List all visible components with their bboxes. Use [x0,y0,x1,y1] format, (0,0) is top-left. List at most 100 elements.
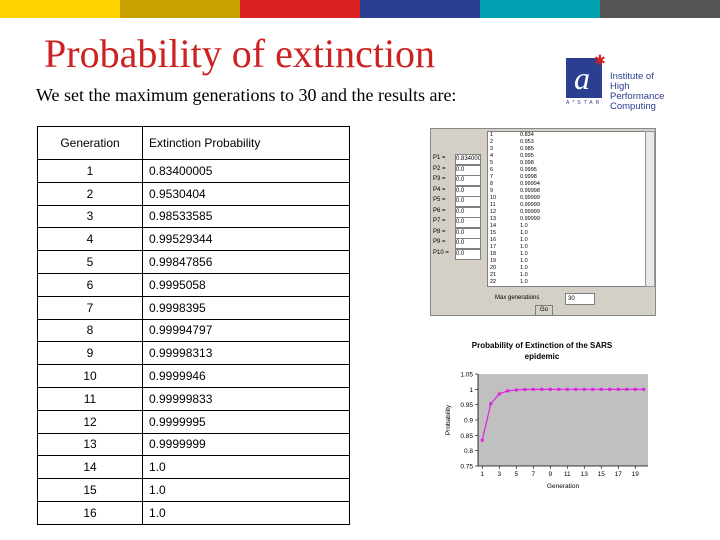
list-item: 3 0.985 [488,146,646,153]
data-point [582,387,586,391]
data-point [565,387,569,391]
list-item-value: 1.0 [520,279,528,285]
list-item: 7 0.9998 [488,174,646,181]
table-row: 12 0.9999995 [37,409,350,434]
list-item-value: 0.9998 [520,174,537,180]
list-item: 16 1.0 [488,237,646,244]
param-input[interactable]: 0.0 [455,185,481,197]
param-input[interactable]: 0.0 [455,227,481,239]
results-list[interactable]: 1 0.834 2 0.953 3 0.985 4 0.995 5 0.998 6 0.9995 7 0.… [487,131,647,287]
data-point [574,387,578,391]
y-tick-label: 0.9 [464,418,473,425]
list-scrollbar[interactable] [645,131,655,287]
list-item-generation: 13 [490,216,497,222]
data-point [523,387,527,391]
data-point [642,387,646,391]
list-item-value: 0.99999 [520,202,540,208]
probability-cell: 0.9995058 [142,272,350,297]
table-row: 13 0.9999999 [37,432,350,457]
list-item: 15 1.0 [488,230,646,237]
param-input[interactable]: 0.0 [455,248,481,260]
probability-cell: 0.9998395 [142,295,350,320]
y-tick-label: 0.75 [460,464,473,471]
param-input[interactable]: 0.0 [455,175,481,186]
data-point [540,387,544,391]
generation-cell: 8 [37,318,143,343]
list-item-value: 0.99999 [520,195,540,201]
param-input[interactable]: 0.834000 [455,154,481,165]
generation-cell: 9 [37,341,143,366]
slide-subtitle: We set the maximum generations to 30 and… [36,85,457,105]
data-point [531,387,535,391]
probability-cell: 0.99529344 [142,227,350,252]
max-generations-input[interactable]: 30 [565,293,595,305]
data-point [548,387,552,391]
color-stripe [360,0,480,18]
list-item-value: 0.998 [520,160,534,166]
list-item: 21 1.0 [488,272,646,279]
list-item-generation: 15 [490,230,497,236]
y-tick-label: 0.8 [464,448,473,455]
generation-cell: 16 [37,500,143,525]
table-row: 5 0.99847856 [37,250,350,274]
list-item-value: 0.99999 [520,216,540,222]
x-tick-label: 19 [632,471,640,478]
list-item-generation: 6 [490,167,494,173]
param-input[interactable]: 0.0 [455,217,481,228]
param-input[interactable]: 0.0 [455,206,481,218]
data-point [625,387,629,391]
data-point [633,387,637,391]
x-tick-label: 5 [514,471,518,478]
y-tick-label: 1.05 [460,372,473,379]
go-button[interactable]: Go [535,305,553,316]
list-item: 10 0.99999 [488,195,646,202]
param-input[interactable]: 0.0 [455,164,481,176]
list-item: 11 0.99999 [488,202,646,209]
color-stripe [600,0,720,18]
top-color-bar [0,0,720,18]
probability-cell: 1.0 [142,500,350,525]
param-label: P3 = [433,176,446,182]
list-item: 5 0.998 [488,160,646,167]
chart-title: Probability of Extinction of the SARS ep… [471,341,613,361]
table-row: 7 0.9998395 [37,295,350,320]
list-item-generation: 8 [490,181,494,187]
generation-cell: 1 [37,159,143,183]
list-item: 2 0.953 [488,139,646,146]
color-stripe [0,0,120,18]
list-item-generation: 19 [490,258,497,264]
generation-cell: 3 [37,204,143,229]
plot-area [478,374,648,466]
probability-cell: 0.9999995 [142,409,350,434]
x-tick-label: 17 [615,471,623,478]
list-item: 6 0.9995 [488,167,646,174]
logo-line: Institute of [610,71,654,82]
data-point [489,402,493,406]
data-point [480,438,484,442]
probability-cell: 0.9999946 [142,364,350,388]
list-item-generation: 16 [490,237,497,243]
generation-cell: 4 [37,227,143,252]
list-item: 1 0.834 [488,132,646,139]
y-tick-label: 0.85 [460,433,473,440]
column-header-generation: Generation [37,126,143,160]
logo-line: High Performance [610,81,665,102]
generation-cell: 7 [37,295,143,320]
list-item-generation: 18 [490,251,497,257]
param-input[interactable]: 0.0 [455,196,481,207]
x-tick-label: 9 [548,471,552,478]
list-item: 17 1.0 [488,244,646,251]
list-item-generation: 21 [490,272,497,278]
y-tick-label: 0.95 [460,402,473,409]
list-item-generation: 7 [490,174,494,180]
probability-cell: 0.9999999 [142,432,350,457]
list-item: 20 1.0 [488,265,646,272]
applet-window: P1 = 0.834000 P2 = 0.0 P3 = 0.0 P4 = 0.0 P5 = 0.0… [430,128,656,316]
table-row: 11 0.99999833 [37,386,350,411]
list-item-generation: 17 [490,244,497,250]
param-input[interactable]: 0.0 [455,238,481,249]
x-tick-label: 13 [581,471,589,478]
list-item: 12 0.99999 [488,209,646,216]
list-item-value: 1.0 [520,244,528,250]
data-point [599,387,603,391]
